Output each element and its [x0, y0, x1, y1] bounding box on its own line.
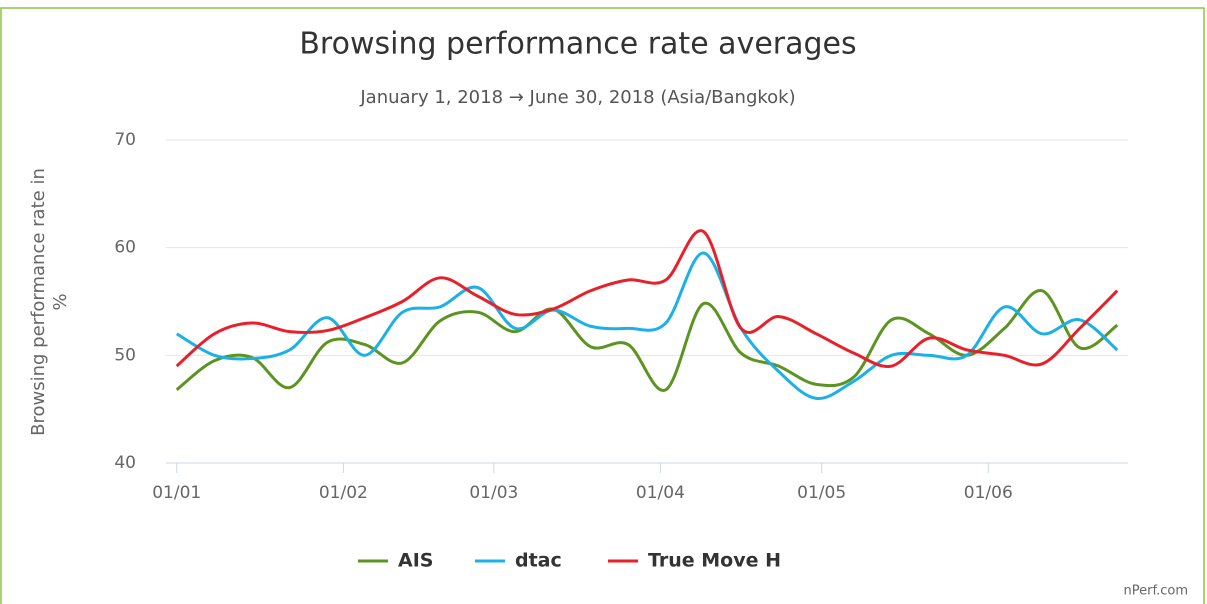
x-tick-label: 01/06	[964, 483, 1013, 503]
x-tick-label: 01/02	[319, 483, 368, 503]
y-tick-label: 70	[114, 130, 136, 150]
y-tick-label: 50	[114, 345, 136, 365]
legend-label: dtac	[515, 550, 562, 572]
y-axis-label: Browsing performance rate in%	[28, 168, 71, 436]
chart-title: Browsing performance rate averages	[299, 27, 856, 62]
legend-label: True Move H	[648, 550, 781, 572]
chart-subtitle: January 1, 2018 → June 30, 2018 (Asia/Ba…	[359, 87, 795, 108]
series-line	[175, 251, 1119, 400]
x-tick-label: 01/01	[152, 483, 201, 503]
series-line	[175, 229, 1119, 368]
x-tick-label: 01/04	[636, 483, 685, 503]
legend-label: AIS	[398, 550, 433, 572]
legend-item: True Move H	[608, 550, 781, 572]
x-tick-label: 01/03	[469, 483, 518, 503]
x-tick-label: 01/05	[797, 483, 846, 503]
series-line	[175, 289, 1119, 392]
credit: nPerf.com	[1124, 584, 1189, 599]
y-tick-label: 60	[114, 238, 136, 258]
y-tick-label: 40	[114, 453, 136, 473]
legend-item: dtac	[475, 550, 562, 572]
legend-item: AIS	[358, 550, 433, 572]
